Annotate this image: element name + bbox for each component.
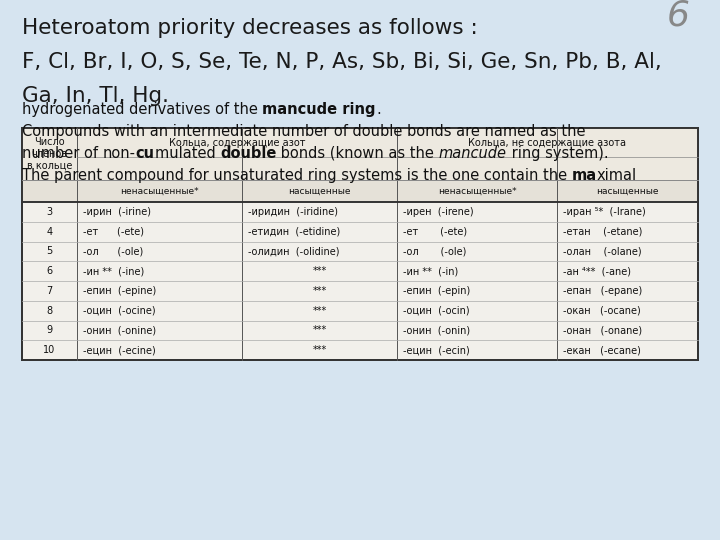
Text: насыщенные: насыщенные <box>288 186 351 195</box>
Text: ***: *** <box>312 266 327 276</box>
Text: -етан    (-etane): -етан (-etane) <box>563 227 642 237</box>
Text: mancude ring: mancude ring <box>263 102 376 117</box>
Text: 6: 6 <box>667 0 690 32</box>
Text: ненасыщенные*: ненасыщенные* <box>120 186 199 195</box>
Text: Кольца, содержащие азот: Кольца, содержащие азот <box>168 138 305 147</box>
Text: -епан   (-epane): -епан (-epane) <box>563 286 642 296</box>
Text: bonds (known as the: bonds (known as the <box>276 146 439 161</box>
Text: -екан   (-ecane): -екан (-ecane) <box>563 345 641 355</box>
Bar <box>22 180 698 202</box>
Text: -епин  (-epine): -епин (-epine) <box>83 286 156 296</box>
Bar <box>22 128 698 180</box>
Text: -епин  (-epin): -епин (-epin) <box>403 286 470 296</box>
Text: -ол      (-ole): -ол (-ole) <box>83 246 143 256</box>
Text: -ецин  (-ecin): -ецин (-ecin) <box>403 345 469 355</box>
Text: hydrogenated derivatives of the: hydrogenated derivatives of the <box>22 102 263 117</box>
Text: ***: *** <box>312 286 327 296</box>
Text: -олан    (-olane): -олан (-olane) <box>563 246 642 256</box>
Text: -ирин  (-irine): -ирин (-irine) <box>83 207 151 217</box>
Text: ***: *** <box>312 345 327 355</box>
Text: The parent compound for unsaturated ring systems is the one contain the: The parent compound for unsaturated ring… <box>22 168 572 183</box>
Text: Ga, In, Tl, Hg.: Ga, In, Tl, Hg. <box>22 86 169 106</box>
Text: ненасыщенные*: ненасыщенные* <box>438 186 516 195</box>
Text: F, Cl, Br, I, O, S, Se, Te, N, P, As, Sb, Bi, Si, Ge, Sn, Pb, B, Al,: F, Cl, Br, I, O, S, Se, Te, N, P, As, Sb… <box>22 52 662 72</box>
Text: 8: 8 <box>46 306 53 315</box>
Text: -оцин  (-ocine): -оцин (-ocine) <box>83 306 156 315</box>
Bar <box>22 128 698 360</box>
Text: -ол       (-ole): -ол (-ole) <box>403 246 467 256</box>
Text: -онан   (-onane): -онан (-onane) <box>563 326 642 335</box>
Text: ma: ma <box>572 168 597 183</box>
Text: mulated: mulated <box>155 146 220 161</box>
Text: non-: non- <box>103 146 135 161</box>
Text: -ирен  (-irene): -ирен (-irene) <box>403 207 474 217</box>
Text: double: double <box>220 146 276 161</box>
Text: ring system).: ring system). <box>507 146 608 161</box>
Text: -етидин  (-etidine): -етидин (-etidine) <box>248 227 341 237</box>
Text: Число
членов
в кольце: Число членов в кольце <box>27 137 72 171</box>
Text: number of: number of <box>22 146 103 161</box>
Text: -ан ⁴**  (-ane): -ан ⁴** (-ane) <box>563 266 631 276</box>
Text: 5: 5 <box>46 246 53 256</box>
Text: -ецин  (-ecine): -ецин (-ecine) <box>83 345 156 355</box>
Text: -онин  (-onine): -онин (-onine) <box>83 326 156 335</box>
Text: -ет      (-ete): -ет (-ete) <box>83 227 144 237</box>
Text: Compounds with an intermediate number of double bonds are named as the: Compounds with an intermediate number of… <box>22 124 585 139</box>
Text: cu: cu <box>135 146 155 161</box>
Text: 9: 9 <box>46 326 53 335</box>
Text: 7: 7 <box>46 286 53 296</box>
Text: -окан   (-ocane): -окан (-ocane) <box>563 306 641 315</box>
Text: 4: 4 <box>46 227 53 237</box>
Text: -олидин  (-olidine): -олидин (-olidine) <box>248 246 340 256</box>
Text: 6: 6 <box>46 266 53 276</box>
Text: -онин  (-onin): -онин (-onin) <box>403 326 470 335</box>
Text: Heteroatom priority decreases as follows :: Heteroatom priority decreases as follows… <box>22 18 478 38</box>
Text: -ет       (-ete): -ет (-ete) <box>403 227 467 237</box>
Text: -ин **  (-in): -ин ** (-in) <box>403 266 458 276</box>
Text: Кольца, не содержащие азота: Кольца, не содержащие азота <box>469 138 626 147</box>
Text: -оцин  (-ocin): -оцин (-ocin) <box>403 306 469 315</box>
Text: ximal: ximal <box>597 168 637 183</box>
Text: ***: *** <box>312 306 327 315</box>
Text: -иран ⁵*  (-Irane): -иран ⁵* (-Irane) <box>563 207 646 217</box>
Text: 3: 3 <box>46 207 53 217</box>
Text: mancude: mancude <box>439 146 507 161</box>
Text: насыщенные: насыщенные <box>596 186 659 195</box>
Text: ***: *** <box>312 326 327 335</box>
Text: 10: 10 <box>43 345 55 355</box>
Text: -ин **  (-ine): -ин ** (-ine) <box>83 266 144 276</box>
Text: -иридин  (-iridine): -иридин (-iridine) <box>248 207 338 217</box>
Text: .: . <box>376 102 381 117</box>
